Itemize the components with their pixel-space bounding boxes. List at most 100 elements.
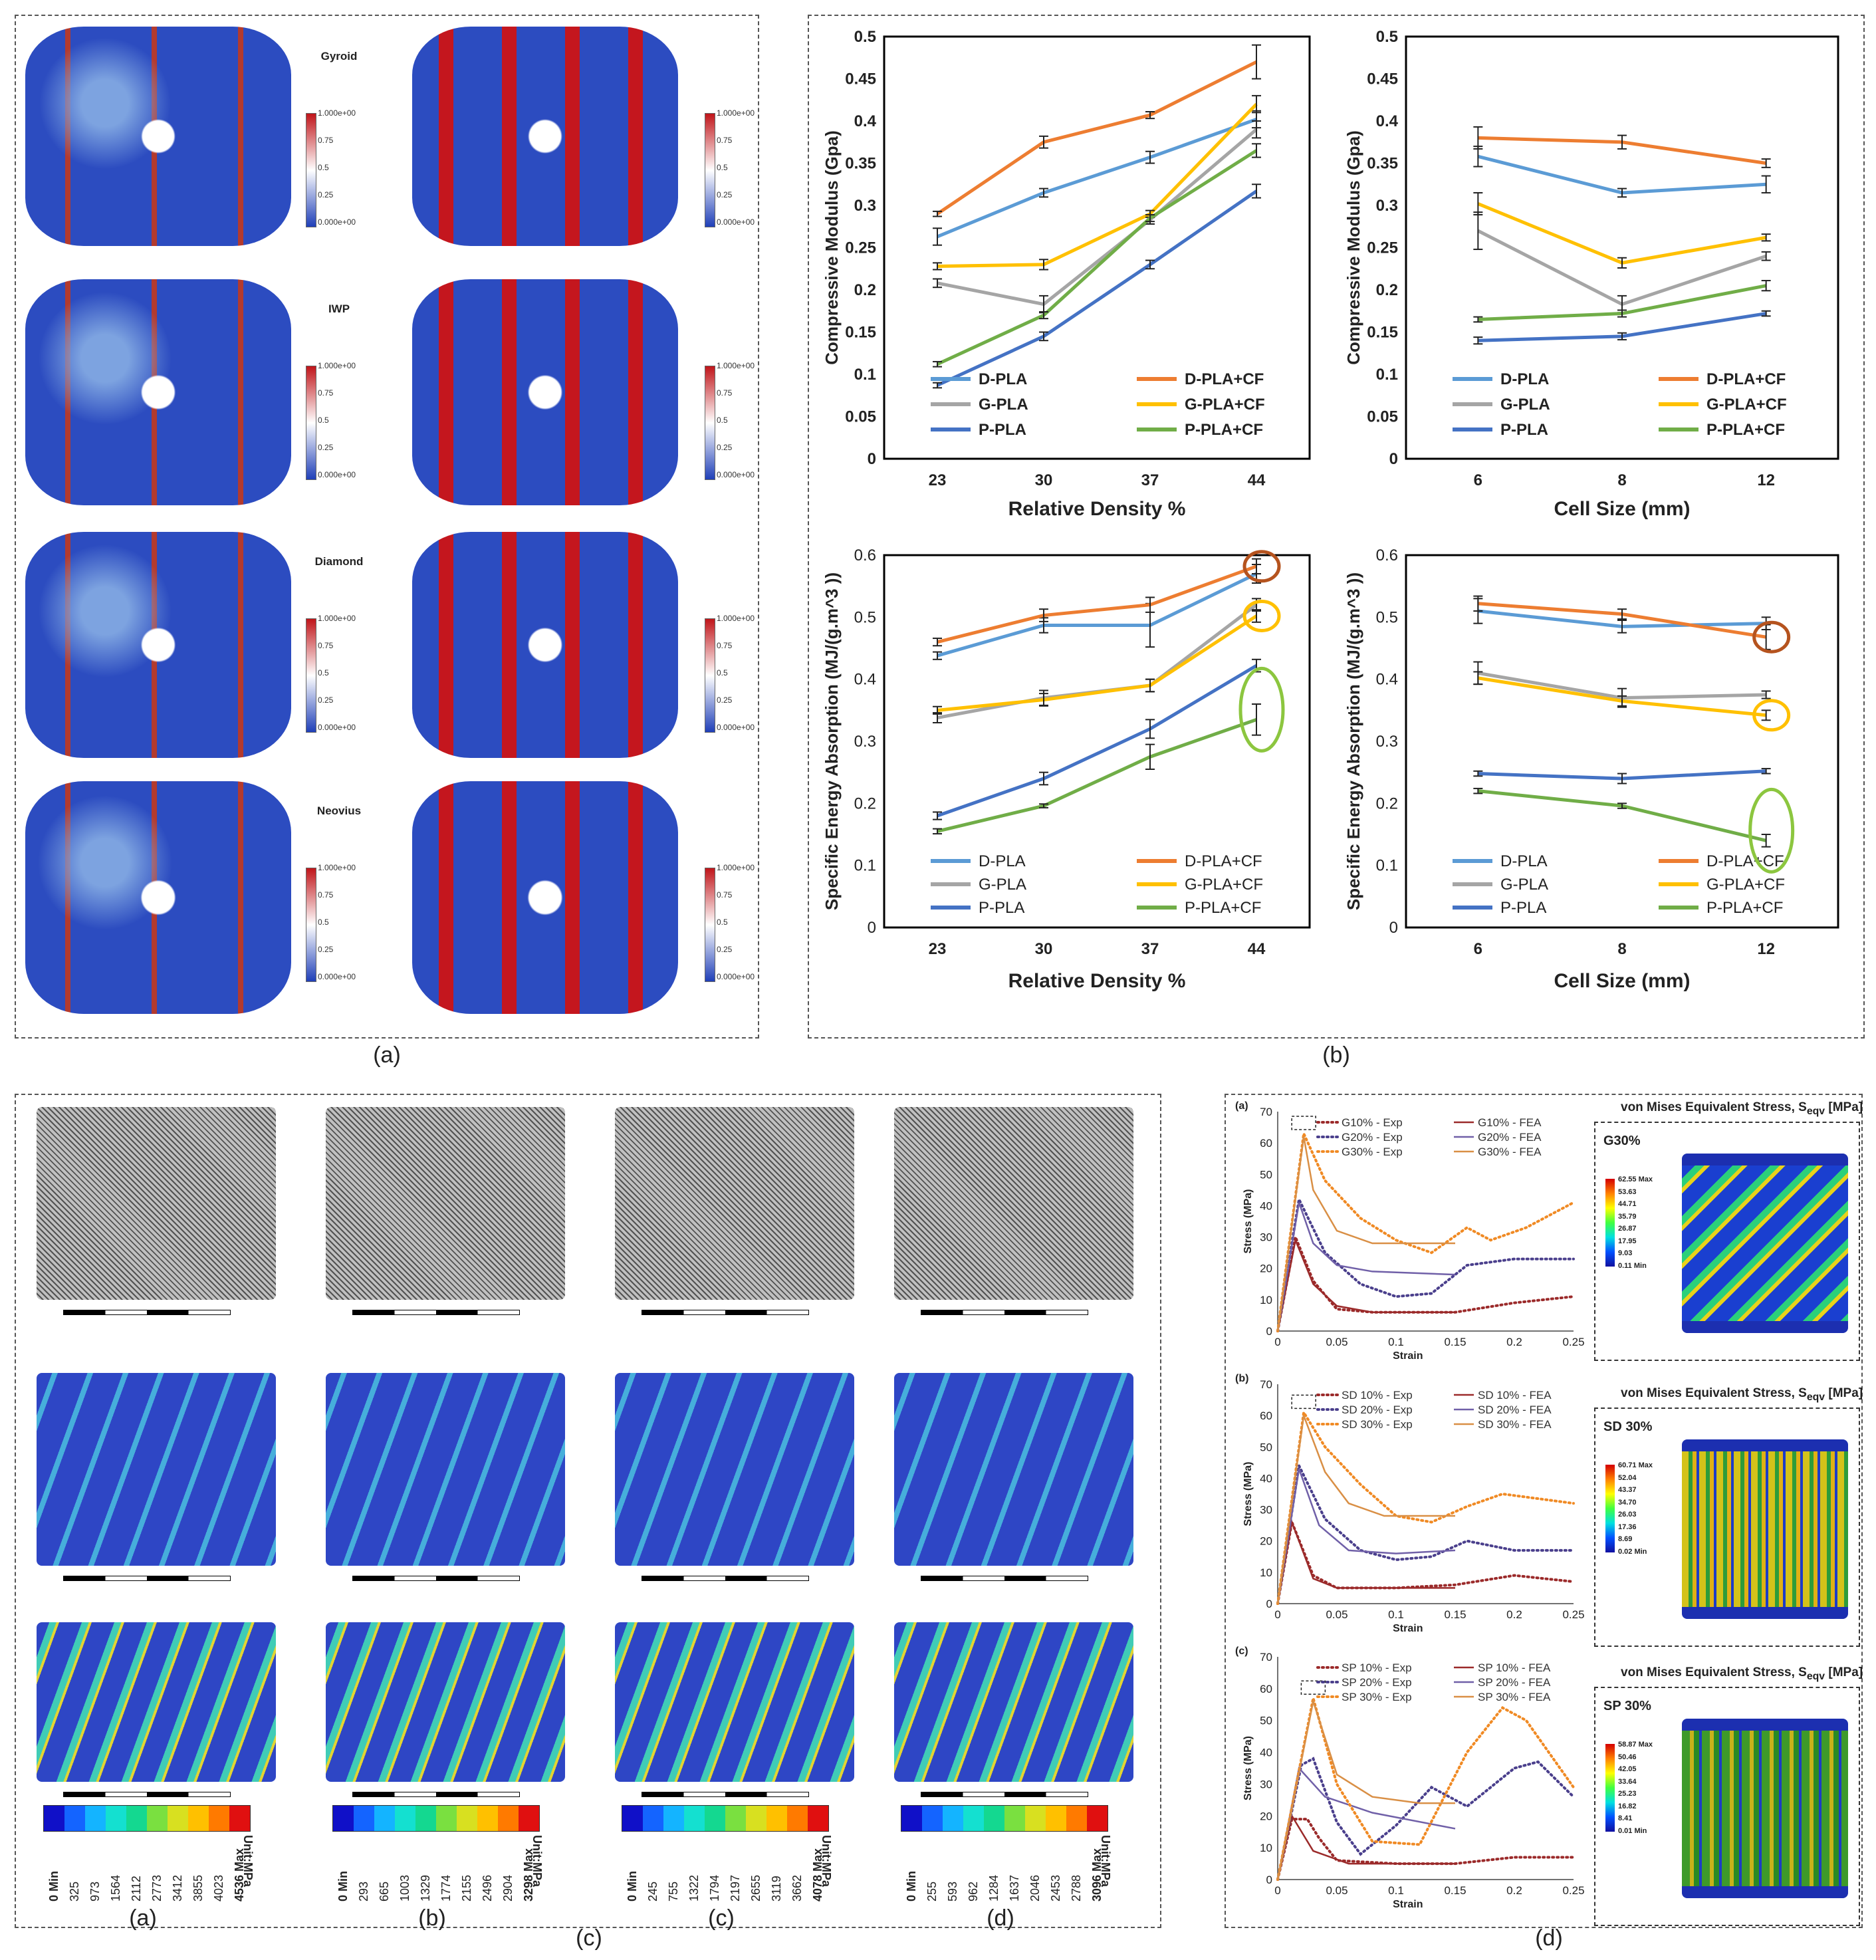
colorbar-left-tick: 0.75	[318, 641, 334, 650]
series-line-G-PLA+CF	[937, 102, 1258, 268]
legend-label-P-PLA: P-PLA	[979, 421, 1026, 439]
series-line-SP 10% - Exp	[1276, 1818, 1575, 1881]
series-line-D-PLA+CF	[936, 60, 1258, 215]
x-axis-label: Relative Density %	[1008, 498, 1186, 520]
x-tick-label: 37	[1141, 940, 1159, 958]
y-tick-label: 0	[868, 919, 876, 937]
colorbar-tick: 1284	[987, 1874, 1000, 1901]
stress-shape-left	[25, 27, 291, 246]
y-tick-label: 20	[1260, 1535, 1272, 1548]
vonmises-unit: [MPa]	[1825, 1386, 1863, 1400]
colorbar-tick: 255	[925, 1881, 939, 1901]
y-tick-label: 50	[1260, 1441, 1272, 1453]
annotation-circle	[1242, 599, 1281, 632]
y-tick-label: 0.45	[1367, 70, 1398, 88]
annotation-circle	[1752, 699, 1791, 732]
legend-label-fea: G30% - FEA	[1478, 1146, 1542, 1158]
colorbar-segment	[395, 1806, 415, 1831]
y-tick-label: 0.4	[1376, 671, 1398, 689]
vonmises-tick: 43.37	[1618, 1486, 1637, 1494]
caption-b: (b)	[1322, 1042, 1350, 1068]
vonmises-tick: 26.03	[1618, 1511, 1637, 1519]
y-tick-label: 0.6	[1376, 547, 1398, 564]
lattice-render	[326, 1373, 565, 1566]
vonmises-unit: [MPa]	[1825, 1100, 1863, 1114]
legend-label-D-PLA+CF: D-PLA+CF	[1706, 370, 1786, 388]
x-tick-label: 6	[1474, 471, 1482, 489]
x-tick-label: 0.15	[1444, 1336, 1466, 1348]
x-tick-label: 30	[1035, 471, 1053, 489]
legend-label-P-PLA+CF: P-PLA+CF	[1185, 899, 1261, 917]
colorbar-tick: 1003	[398, 1874, 411, 1901]
structure-label: Diamond	[314, 555, 364, 568]
vonmises-tick: 8.41	[1618, 1814, 1633, 1822]
panel-a-frame	[15, 15, 759, 1039]
colorbar-tick: 593	[946, 1881, 959, 1901]
x-tick-label: 0.05	[1326, 1336, 1348, 1348]
y-axis-label: Stress (MPa)	[1242, 1736, 1254, 1800]
y-tick-label: 0.5	[854, 608, 876, 626]
legend-label-G-PLA+CF: G-PLA+CF	[1185, 876, 1263, 894]
colorbar-right	[705, 113, 715, 227]
colorbar-left-tick: 0.75	[318, 388, 334, 398]
colorbar-tick: 3855	[191, 1874, 205, 1901]
y-tick-label: 0.2	[1376, 281, 1398, 299]
colorbar-tick: 1774	[439, 1874, 453, 1901]
y-axis-label: Compressive Modulus (Gpa)	[822, 130, 842, 365]
y-tick-label: 60	[1260, 1409, 1272, 1422]
subpanel-label: (c)	[1235, 1646, 1248, 1657]
caption-a: (a)	[373, 1042, 401, 1068]
colorbar-left-tick: 1.000e+00	[318, 863, 356, 872]
colorbar-segment	[808, 1806, 828, 1831]
colorbar-segment	[354, 1806, 374, 1831]
colorbar-segment	[229, 1806, 250, 1831]
colorbar-right-tick: 1.000e+00	[717, 108, 755, 118]
colorbar-right-tick: 0.000e+00	[717, 217, 755, 227]
y-tick-label: 10	[1260, 1566, 1272, 1579]
legend-label-D-PLA+CF: D-PLA+CF	[1185, 852, 1262, 870]
stress-shape-right	[412, 532, 678, 758]
colorbar-segment	[457, 1806, 477, 1831]
y-tick-label: 0.15	[1367, 324, 1398, 342]
y-tick-label: 0	[868, 450, 876, 468]
series-line-SD 30% - Exp	[1276, 1408, 1575, 1605]
colorbar-left-tick: 0.000e+00	[318, 723, 356, 732]
colorbar-segment	[684, 1806, 705, 1831]
colorbar-left-tick: 0.5	[318, 416, 329, 425]
subcaption: (b)	[418, 1905, 446, 1931]
colorbar-tick: 0 Min	[905, 1870, 918, 1901]
legend-label-exp: SD 30% - Exp	[1342, 1418, 1413, 1431]
colorbar-right	[705, 618, 715, 733]
y-tick-label: 70	[1260, 1651, 1272, 1663]
vonmises-subscript: eqv	[1806, 1105, 1825, 1117]
vonmises-colorbar	[1605, 1744, 1615, 1832]
stress-colorbar	[901, 1805, 1108, 1832]
legend-label-fea: SP 10% - FEA	[1478, 1661, 1551, 1674]
annotation-circle	[1752, 620, 1791, 654]
lattice-render	[894, 1373, 1133, 1566]
peak-box	[1291, 1116, 1316, 1130]
y-axis-label: Specific Energy Absorption (MJ/(g.m^3 ))	[1344, 572, 1363, 910]
legend-label-D-PLA: D-PLA	[1500, 852, 1548, 870]
vonmises-title: von Mises Equivalent Stress, Seqv [MPa]	[1621, 1665, 1863, 1682]
legend-label-exp: SD 20% - Exp	[1342, 1404, 1413, 1416]
x-tick-label: 0.2	[1506, 1884, 1522, 1897]
x-tick-label: 0	[1274, 1336, 1280, 1348]
colorbar-left-tick: 1.000e+00	[318, 361, 356, 370]
stress-shape-left	[25, 781, 291, 1014]
scale-bar	[63, 1576, 231, 1581]
panel-b-frame	[808, 15, 1865, 1039]
y-tick-label: 0.4	[854, 671, 876, 689]
x-tick-label: 0.05	[1326, 1884, 1348, 1897]
colorbar-right-tick: 0.5	[717, 918, 728, 927]
x-tick-label: 0.1	[1388, 1884, 1404, 1897]
lattice-render	[894, 1107, 1133, 1300]
vonmises-title: von Mises Equivalent Stress, Seqv [MPa]	[1621, 1100, 1863, 1117]
colorbar-unit: Unit:MPa	[1099, 1835, 1112, 1887]
vonmises-tick: 60.71 Max	[1618, 1461, 1653, 1469]
legend-label-G-PLA+CF: G-PLA+CF	[1706, 396, 1787, 414]
lattice-render	[894, 1622, 1133, 1782]
chart-d-gyroid-stress-strain: (a) 0 10 20 30 40 50 60 70 0 0.05 0.1 0.15 0.2 0.25 Str…	[1235, 1100, 1585, 1362]
legend-label-P-PLA: P-PLA	[979, 899, 1024, 917]
legend-label-fea: G20% - FEA	[1478, 1131, 1542, 1144]
